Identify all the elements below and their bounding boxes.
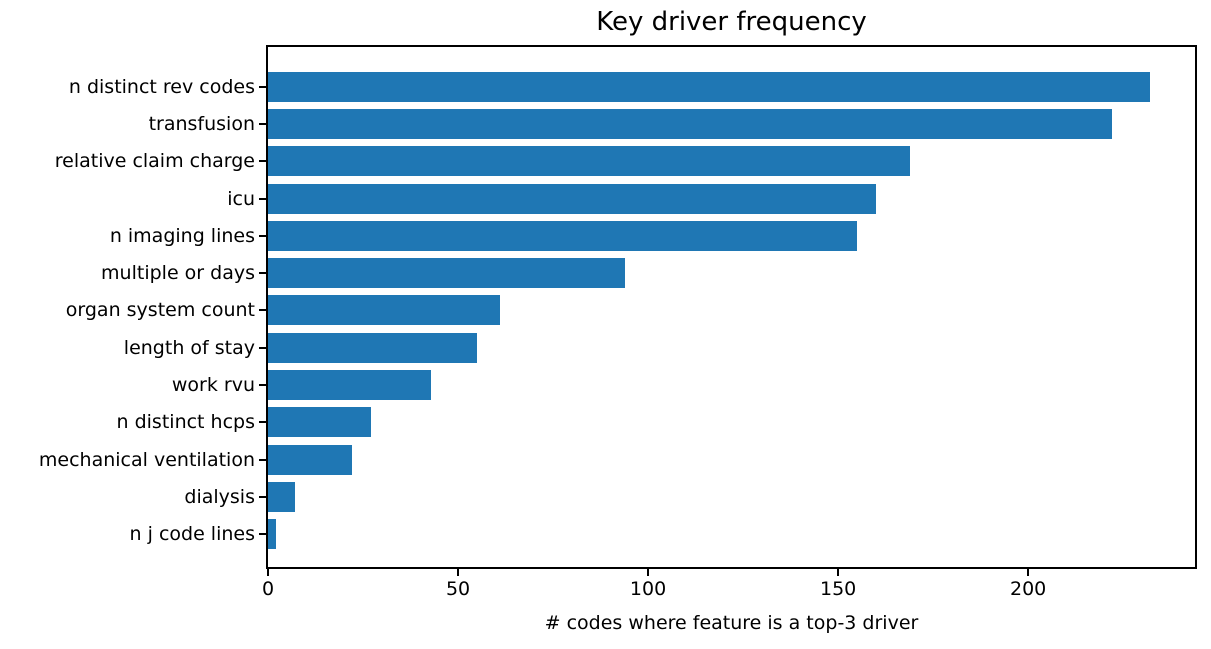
y-axis-label: organ system count	[65, 299, 255, 322]
y-axis-tick	[259, 197, 266, 200]
x-axis-tick-label: 200	[1010, 578, 1047, 600]
bar-row: relative claim charge	[55, 143, 1195, 180]
bar	[268, 71, 1150, 102]
bar	[268, 183, 877, 214]
x-axis-tick-label: 150	[819, 578, 857, 600]
y-axis-tick	[259, 421, 266, 424]
bars-container: n distinct rev codes transfusion relative …	[39, 47, 1195, 567]
x-axis-tick	[267, 569, 269, 576]
y-axis-label: multiple or days	[101, 262, 255, 285]
bar	[268, 407, 371, 438]
bar	[268, 295, 500, 326]
bar-row: dialysis	[184, 478, 1195, 515]
y-axis-tick	[259, 495, 266, 498]
bar	[268, 146, 911, 177]
x-axis-tick	[457, 569, 460, 576]
x-axis-tick-label: 100	[629, 578, 667, 600]
bar-row: n imaging lines	[110, 217, 1195, 254]
y-axis-label: n j code lines	[129, 523, 255, 546]
bar-row: icu	[227, 180, 1195, 217]
y-axis-tick	[259, 533, 266, 536]
y-axis-label: mechanical ventilation	[38, 448, 255, 471]
bar-row: transfusion	[149, 105, 1195, 142]
bar-row: n distinct rev codes	[69, 68, 1195, 105]
y-axis-tick	[259, 85, 266, 88]
bar-row: work rvu	[172, 366, 1195, 403]
x-axis-tick	[1027, 569, 1030, 576]
y-axis-tick	[259, 458, 266, 461]
y-axis-label: dialysis	[184, 485, 255, 508]
y-axis-label: icu	[227, 187, 255, 210]
bar	[268, 332, 478, 363]
y-axis-tick	[259, 122, 266, 125]
x-axis-tick	[647, 569, 650, 576]
bar	[268, 220, 858, 251]
y-axis-label: length of stay	[123, 336, 255, 359]
bar-row: n distinct hcps	[117, 404, 1195, 441]
y-axis-label: relative claim charge	[54, 150, 255, 173]
y-axis-label: n distinct hcps	[116, 411, 255, 434]
bar	[268, 108, 1112, 139]
bar-row: n j code lines	[130, 516, 1195, 553]
bar-row: length of stay	[124, 329, 1195, 366]
y-axis-tick	[259, 234, 266, 237]
x-axis-tick-label: 50	[445, 578, 471, 600]
y-axis-tick	[259, 272, 266, 275]
chart-title: Key driver frequency	[596, 7, 867, 37]
y-axis-label: transfusion	[148, 112, 255, 135]
plot-area: n distinct rev codes transfusion relative …	[39, 45, 1197, 600]
y-axis-label: work rvu	[171, 374, 255, 397]
y-axis-tick	[259, 384, 266, 387]
y-axis-tick	[259, 309, 266, 312]
bar	[268, 370, 432, 401]
bar-row: organ system count	[66, 292, 1195, 329]
x-axis-tick-label: 0	[261, 578, 275, 600]
y-axis-label: n distinct rev codes	[68, 75, 255, 98]
y-axis-tick	[259, 160, 266, 163]
bar-row: multiple or days	[101, 254, 1195, 291]
bar	[268, 519, 276, 550]
bar	[268, 481, 295, 512]
x-axis-title: # codes where feature is a top-3 driver	[544, 612, 919, 634]
bar-row: mechanical ventilation	[39, 441, 1195, 478]
y-axis-tick	[259, 346, 266, 349]
bar	[268, 444, 352, 475]
x-axis-tick	[837, 569, 840, 576]
bar	[268, 258, 626, 289]
y-axis-label: n imaging lines	[109, 224, 255, 247]
